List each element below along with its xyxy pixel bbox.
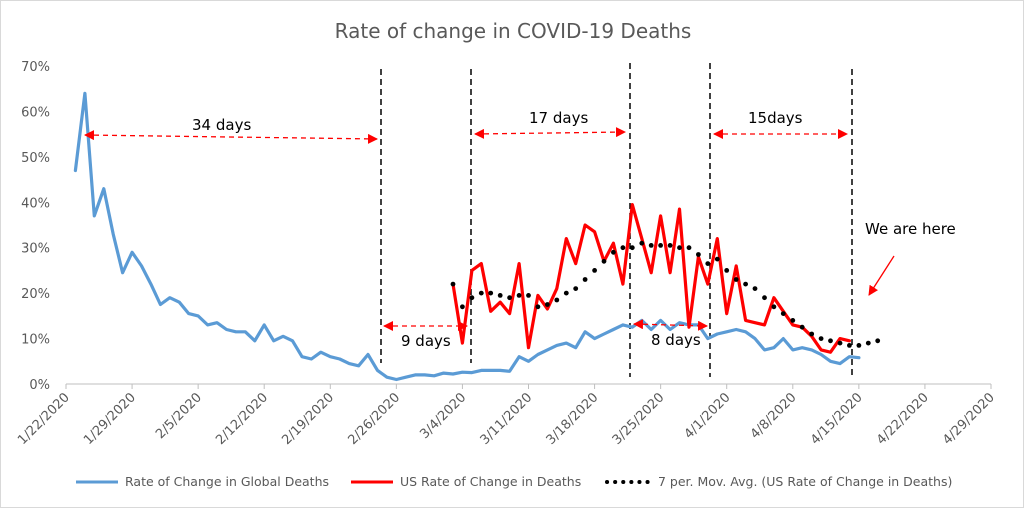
series-layer	[73, 91, 881, 382]
moving-avg-point	[460, 304, 465, 310]
annotation-arrows	[84, 127, 895, 331]
moving-avg-point	[875, 338, 881, 344]
moving-avg-point	[573, 286, 579, 291]
annotation-we-are-here: We are here	[865, 220, 956, 238]
legend: Rate of Change in Global Deaths US Rate …	[76, 474, 952, 489]
x-tick-label: 4/22/2020	[874, 390, 932, 448]
moving-avg-point	[450, 281, 456, 287]
event-lines	[380, 63, 853, 377]
moving-avg-point	[828, 338, 833, 344]
x-tick-label: 1/22/2020	[15, 390, 73, 448]
moving-avg-point	[762, 295, 767, 301]
global-deaths-line	[73, 91, 861, 382]
moving-avg-point	[526, 293, 531, 298]
legend-label-us: US Rate of Change in Deaths	[400, 474, 581, 489]
moving-avg-point	[478, 290, 484, 296]
chart-title: Rate of change in COVID-19 Deaths	[335, 19, 692, 43]
x-tick-label: 2/19/2020	[279, 390, 337, 448]
moving-avg-point	[592, 268, 597, 273]
moving-avg-point	[856, 343, 862, 348]
moving-avg-point	[554, 297, 560, 303]
moving-avg-point	[601, 258, 607, 264]
annotation-9-days: 9 days	[401, 332, 451, 350]
x-axis: 1/22/2020 1/29/2020 2/5/2020 2/12/2020 2/19/…	[15, 383, 998, 448]
moving-avg-point	[743, 281, 748, 287]
moving-avg-point	[809, 331, 815, 337]
moving-avg-point	[724, 268, 730, 273]
moving-avg-point	[790, 318, 796, 323]
moving-avg-point	[535, 304, 541, 310]
legend-label-moving-avg: 7 per. Mov. Avg. (US Rate of Change in D…	[658, 474, 952, 489]
x-tick-label: 2/12/2020	[213, 390, 271, 448]
x-tick-label: 2/5/2020	[153, 390, 205, 442]
moving-avg-point	[469, 295, 475, 301]
moving-avg-point	[780, 311, 786, 316]
moving-avg-point	[771, 304, 777, 310]
moving-avg-point	[847, 343, 852, 348]
y-tick-label: 30%	[21, 242, 50, 257]
moving-avg-point	[799, 324, 805, 330]
moving-avg-point	[733, 277, 739, 282]
annotation-17-days: 17 days	[529, 109, 588, 127]
annotation-34-days: 34 days	[192, 116, 251, 134]
x-tick-label: 3/4/2020	[417, 390, 469, 442]
moving-avg-point	[696, 252, 701, 257]
moving-avg-point	[865, 340, 871, 346]
moving-avg-point	[582, 277, 588, 282]
x-tick-label: 3/25/2020	[610, 390, 668, 448]
moving-avg-point	[648, 243, 654, 248]
moving-avg-point	[639, 240, 645, 246]
moving-avg-point	[677, 245, 682, 251]
moving-avg-point	[497, 293, 503, 298]
moving-avg-point	[563, 290, 569, 296]
annotation-15-days: 15days	[748, 109, 803, 127]
moving-avg-point	[837, 340, 843, 346]
moving-avg-point	[507, 295, 512, 301]
annotation-8-days: 8 days	[651, 331, 701, 349]
legend-label-global: Rate of Change in Global Deaths	[125, 474, 329, 489]
arrow-we-are-here	[868, 255, 895, 296]
moving-avg-point	[620, 245, 626, 251]
moving-avg-point	[629, 245, 635, 251]
annotations: 34 days 17 days 15days 9 days 8 days We …	[192, 109, 956, 350]
moving-avg-point	[667, 243, 673, 248]
moving-avg-point	[611, 249, 616, 255]
moving-avg-point	[686, 245, 692, 251]
x-tick-label: 3/18/2020	[544, 390, 602, 448]
y-tick-label: 40%	[21, 196, 50, 211]
moving-avg-point	[714, 256, 720, 262]
moving-avg-point	[658, 243, 663, 248]
x-tick-label: 4/8/2020	[748, 390, 800, 442]
x-tick-label: 4/15/2020	[808, 390, 866, 448]
arrow-17-days	[474, 127, 626, 139]
x-tick-label: 4/29/2020	[940, 390, 998, 448]
y-tick-label: 0%	[29, 378, 50, 393]
y-tick-label: 70%	[21, 60, 50, 75]
y-tick-label: 10%	[21, 333, 50, 348]
y-tick-label: 60%	[21, 105, 50, 120]
moving-avg-point	[488, 290, 494, 296]
arrow-34-days	[84, 130, 378, 144]
moving-avg-point	[818, 336, 824, 341]
moving-avg-point	[705, 261, 711, 266]
x-tick-label: 4/1/2020	[682, 390, 734, 442]
moving-avg-point	[545, 302, 550, 307]
moving-avg-point	[516, 293, 522, 298]
moving-avg-point	[752, 286, 758, 291]
arrow-8-days	[633, 319, 708, 331]
y-axis: 0% 10% 20% 30% 40% 50% 60% 70%	[21, 60, 50, 393]
x-tick-label: 3/11/2020	[478, 390, 536, 448]
y-tick-label: 50%	[21, 151, 50, 166]
x-tick-label: 1/29/2020	[81, 390, 139, 448]
y-tick-label: 20%	[21, 287, 50, 302]
x-tick-label: 2/26/2020	[345, 390, 403, 448]
